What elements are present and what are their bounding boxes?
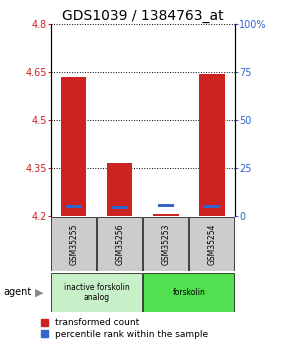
Text: GSM35254: GSM35254 [207,223,216,265]
Bar [204,205,220,208]
Bar [199,73,224,216]
Bar [157,205,174,207]
Bar [153,214,179,216]
Bar [97,217,142,271]
Text: inactive forskolin
analog: inactive forskolin analog [64,283,130,302]
Title: GDS1039 / 1384763_at: GDS1039 / 1384763_at [62,9,224,23]
Bar [51,217,96,271]
Bar [51,273,142,312]
Text: GSM35253: GSM35253 [161,223,170,265]
Bar [61,77,86,216]
Bar [112,206,128,209]
Bar [107,163,133,216]
Text: forskolin: forskolin [173,288,205,297]
Bar [143,217,188,271]
Text: ▶: ▶ [35,287,44,297]
Bar [66,205,82,208]
Text: agent: agent [3,287,31,297]
Text: GSM35255: GSM35255 [69,223,78,265]
Legend: transformed count, percentile rank within the sample: transformed count, percentile rank withi… [41,318,208,339]
Bar [143,273,234,312]
Bar [189,217,234,271]
Text: GSM35256: GSM35256 [115,223,124,265]
